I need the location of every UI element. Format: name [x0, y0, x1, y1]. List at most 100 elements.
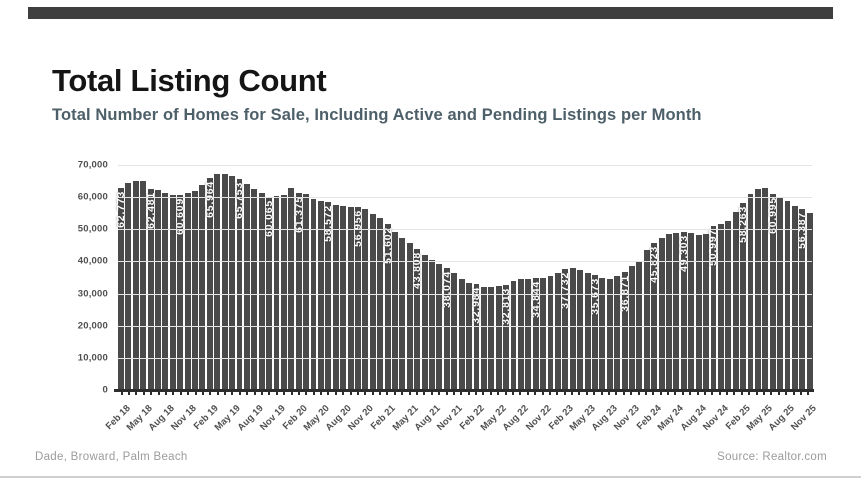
- bar: [399, 238, 406, 390]
- month-tick-mark: [755, 392, 758, 395]
- bar: [614, 276, 621, 390]
- bar: [303, 193, 310, 390]
- month-tick-mark: [290, 392, 293, 395]
- month-tick-mark: [320, 392, 323, 395]
- bar: [192, 191, 198, 390]
- bar: [258, 192, 265, 390]
- month-tick-mark: [416, 392, 418, 395]
- month-tick-mark: [541, 392, 544, 395]
- bar: [429, 260, 435, 390]
- bar: [725, 220, 732, 390]
- month-tick-mark: [777, 392, 780, 395]
- month-tick-mark: [253, 392, 256, 395]
- month-tick-mark: [593, 392, 596, 395]
- month-tick-mark: [423, 392, 426, 395]
- bar: [162, 193, 169, 390]
- bar: [421, 255, 428, 390]
- bar: 50,997: [707, 226, 719, 390]
- bar: [347, 206, 354, 390]
- bar: [243, 184, 250, 390]
- gridline: [118, 325, 812, 327]
- bar: [540, 277, 547, 390]
- month-tick-mark: [275, 392, 278, 395]
- month-tick-mark: [799, 392, 802, 395]
- month-tick-mark: [150, 392, 153, 395]
- bar: [362, 208, 369, 390]
- bars-container: 62,773 62,481 60,609 65,964 65,753 60,065 61,3…: [115, 165, 813, 390]
- bar: [377, 218, 384, 390]
- bar: [643, 249, 650, 390]
- month-tick-mark: [371, 392, 374, 395]
- bar: [392, 231, 398, 390]
- month-tick-mark: [135, 392, 138, 395]
- bar: [406, 243, 413, 390]
- month-tick-mark: [187, 392, 190, 395]
- month-tick-mark: [674, 392, 677, 395]
- footnote-region: Dade, Broward, Palm Beach: [35, 451, 188, 463]
- month-tick-mark: [386, 392, 389, 395]
- bar: [754, 188, 761, 390]
- bar: 62,773: [115, 188, 127, 390]
- x-axis-labels: Feb 18 May 18 Aug 18 Nov 18 Feb 19 May 19 Aug …: [103, 397, 819, 457]
- bar: [636, 261, 643, 390]
- x-axis-line: [114, 389, 814, 392]
- month-tick-mark: [260, 392, 263, 395]
- bar: [703, 234, 709, 390]
- month-tick-mark: [696, 392, 699, 395]
- gridline: [118, 229, 812, 231]
- page-title: Total Listing Count: [52, 62, 327, 98]
- month-tick-mark: [452, 392, 455, 395]
- bar: 65,964: [204, 177, 216, 390]
- bar: [658, 237, 665, 390]
- month-tick-mark: [556, 392, 559, 395]
- bar: 36,871: [619, 271, 631, 390]
- month-tick-mark: [364, 392, 367, 395]
- bar: [340, 206, 347, 390]
- month-tick-mark: [563, 392, 566, 395]
- bar: [525, 279, 532, 390]
- bar: [673, 232, 680, 390]
- bar: 62,481: [145, 189, 157, 390]
- month-tick-mark: [667, 392, 670, 395]
- bar: [466, 282, 472, 390]
- month-tick-mark: [659, 392, 662, 395]
- bar: 60,065: [263, 196, 275, 390]
- bar: [229, 175, 235, 390]
- bar: [273, 196, 280, 390]
- month-tick-mark: [445, 392, 448, 395]
- month-tick-mark: [430, 392, 433, 395]
- month-tick-mark: [511, 392, 514, 395]
- month-tick-mark: [689, 392, 692, 395]
- month-tick-mark: [622, 392, 625, 395]
- bar: [791, 205, 798, 390]
- month-tick-mark: [489, 392, 492, 395]
- bar: 38,074: [441, 267, 453, 390]
- month-tick-mark: [120, 392, 123, 395]
- month-tick-mark: [393, 392, 396, 395]
- bar: [629, 265, 635, 390]
- gridline: [118, 261, 812, 263]
- month-tick-mark: [172, 392, 175, 395]
- bar: [747, 194, 754, 390]
- y-axis-labels: 0 10,000 20,000 30,000 40,000 50,000 60,000 70,…: [8, 160, 108, 396]
- bar: [288, 187, 295, 390]
- month-tick-mark: [578, 392, 581, 395]
- bar: [695, 235, 702, 390]
- bar: [584, 272, 591, 390]
- bar: 65,753: [233, 178, 245, 390]
- bar: 58,263: [737, 202, 749, 390]
- month-tick-mark: [733, 392, 736, 395]
- minor-tick-marks: [118, 392, 812, 396]
- bar: [806, 212, 813, 390]
- bar: 61,375: [293, 192, 305, 390]
- bar: 60,609: [174, 195, 186, 390]
- month-tick-mark: [637, 392, 640, 395]
- gridline: [118, 165, 812, 166]
- bar: [221, 173, 228, 390]
- top-accent-band: [28, 7, 833, 19]
- bar: [451, 273, 458, 390]
- month-tick-mark: [142, 392, 145, 395]
- month-tick-mark: [785, 392, 788, 395]
- month-tick-mark: [334, 392, 337, 395]
- bar: [132, 181, 139, 390]
